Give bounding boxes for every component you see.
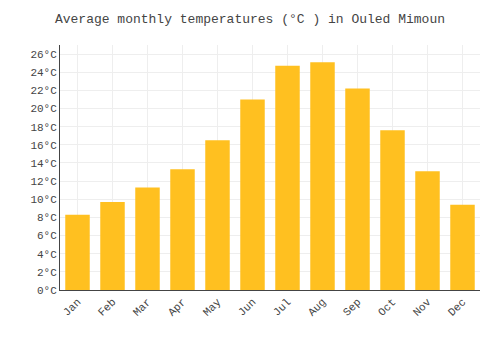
svg-text:Sep: Sep [341,296,363,318]
svg-text:Average monthly temperatures (: Average monthly temperatures (°C ) in Ou… [55,12,445,27]
svg-text:2°C: 2°C [37,267,57,279]
svg-text:14°C: 14°C [30,158,57,170]
svg-text:8°C: 8°C [37,212,57,224]
svg-text:May: May [201,296,224,319]
svg-text:4°C: 4°C [37,249,57,261]
svg-text:Nov: Nov [411,296,434,319]
svg-text:Oct: Oct [376,296,398,318]
svg-text:20°C: 20°C [30,103,57,115]
svg-text:Feb: Feb [96,296,118,318]
svg-text:Aug: Aug [306,296,328,318]
svg-text:26°C: 26°C [30,49,57,61]
svg-text:Jun: Jun [236,296,258,318]
svg-text:6°C: 6°C [37,230,57,242]
svg-text:18°C: 18°C [30,122,57,134]
svg-text:22°C: 22°C [30,85,57,97]
svg-text:Apr: Apr [166,296,188,318]
svg-text:12°C: 12°C [30,176,57,188]
svg-text:0°C: 0°C [37,285,57,297]
svg-text:16°C: 16°C [30,140,57,152]
svg-text:Jan: Jan [61,296,83,318]
svg-text:10°C: 10°C [30,194,57,206]
svg-text:Jul: Jul [271,296,293,318]
svg-text:24°C: 24°C [30,67,57,79]
svg-text:Mar: Mar [131,296,153,318]
svg-text:Dec: Dec [446,296,468,318]
